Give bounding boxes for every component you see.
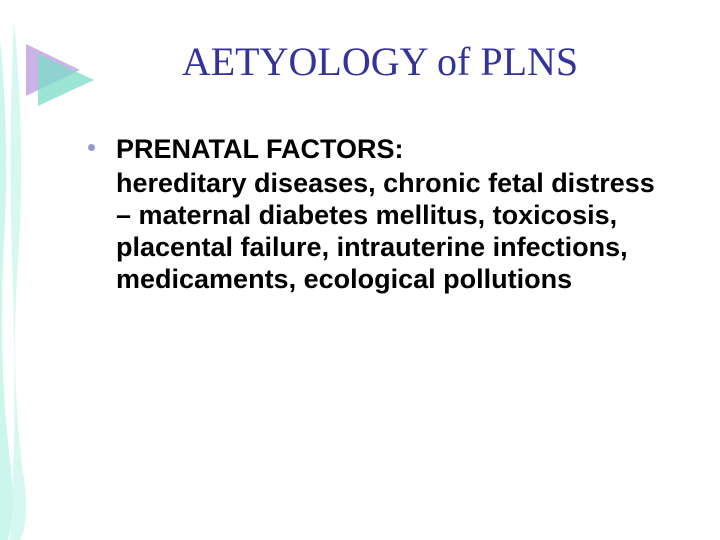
body-text: hereditary diseases, chronic fetal distr…	[116, 168, 676, 295]
play-icon	[20, 44, 94, 106]
slide: AETYOLOGY of PLNS PRENATAL FACTORS: here…	[0, 0, 720, 540]
slide-title: AETYOLOGY of PLNS	[160, 38, 600, 85]
bullet-heading: PRENATAL FACTORS:	[116, 134, 648, 165]
bullet-dot-icon	[88, 144, 95, 151]
bullet-item: PRENATAL FACTORS:	[88, 134, 648, 165]
